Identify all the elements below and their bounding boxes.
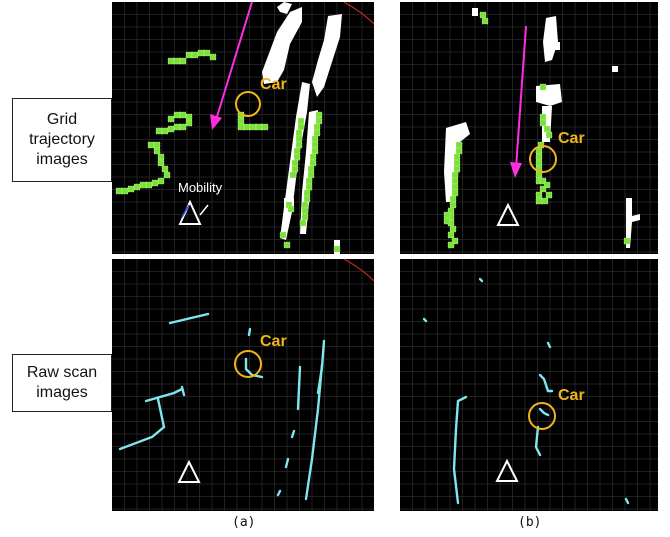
motion-arrow-b <box>510 25 527 178</box>
mobility-marker-raw-a <box>177 459 201 483</box>
occupied-cells <box>444 8 640 248</box>
caption-b: (b) <box>518 515 542 530</box>
car-label-a: Car <box>260 76 287 93</box>
trajectory-cells <box>443 11 631 249</box>
motion-arrow-a <box>210 2 253 130</box>
panel-grid-b: Car <box>400 2 658 254</box>
car-marker-a <box>235 91 261 117</box>
raw-a-canvas <box>112 259 374 511</box>
raw-scan-label-text: Raw scan images <box>26 364 98 401</box>
panel-grid-a: Car Mobility <box>112 2 374 254</box>
grid-lines <box>112 259 374 511</box>
car-label-raw-b: Car <box>558 387 585 404</box>
mobility-marker-b <box>496 202 520 226</box>
trajectory-cells <box>115 49 341 253</box>
grid-trajectory-label-text: Grid trajectory images <box>29 111 95 168</box>
grid-lines <box>400 259 658 511</box>
grid-a-canvas <box>112 2 374 254</box>
raw-b-canvas <box>400 259 658 511</box>
car-marker-b <box>529 145 557 173</box>
scan-points <box>422 277 630 505</box>
car-label-raw-a: Car <box>260 333 287 350</box>
panel-raw-a: Car <box>112 259 374 511</box>
mobility-label: Mobility <box>178 180 223 195</box>
raw-scan-label: Raw scan images <box>12 354 112 412</box>
caption-a: (a) <box>232 515 256 530</box>
car-marker-raw-b <box>528 402 556 430</box>
mobility-marker-a <box>178 199 202 225</box>
scan-points <box>118 312 326 501</box>
car-marker-raw-a <box>234 350 262 378</box>
grid-lines <box>400 2 658 254</box>
grid-b-canvas <box>400 2 658 254</box>
panel-raw-b: Car <box>400 259 658 511</box>
grid-trajectory-label: Grid trajectory images <box>12 98 112 182</box>
mobility-marker-raw-b <box>495 458 519 482</box>
car-label-b: Car <box>558 130 585 147</box>
